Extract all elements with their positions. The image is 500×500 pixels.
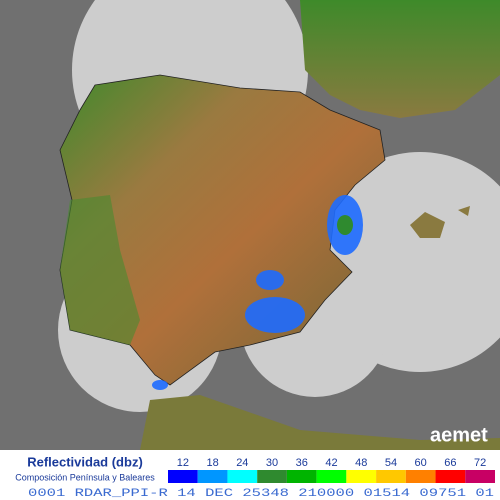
echo — [245, 297, 305, 333]
legend-swatch — [346, 470, 377, 483]
map: aemet — [0, 0, 500, 450]
echo — [337, 215, 353, 235]
legend-value: 36 — [296, 457, 308, 469]
portugal — [60, 195, 140, 345]
logo-text: aemet — [430, 424, 488, 446]
legend-value: 60 — [415, 457, 427, 469]
legend-swatch — [435, 470, 466, 483]
footer: 0001 RDAR_PPI-R 14 DEC 25348 210000 0151… — [28, 488, 495, 500]
legend-value: 42 — [325, 457, 337, 469]
legend-value: 72 — [474, 457, 486, 469]
legend-swatch — [168, 470, 198, 483]
legend-swatch — [227, 470, 258, 483]
legend-swatch — [257, 470, 287, 483]
africa — [140, 395, 500, 450]
legend-value: 12 — [177, 457, 189, 469]
balearics — [410, 212, 445, 238]
legend-swatch — [405, 470, 436, 483]
france — [300, 0, 500, 118]
legend-swatch — [197, 470, 228, 483]
legend-value: 24 — [236, 457, 248, 469]
legend-value: 48 — [355, 457, 367, 469]
legend-value: 54 — [385, 457, 397, 469]
legend-swatch — [465, 470, 495, 483]
legend-title: Reflectividad (dbz) — [27, 454, 143, 469]
legend-swatch — [316, 470, 347, 483]
legend-swatch — [286, 470, 317, 483]
balearics — [458, 206, 470, 216]
legend-value: 30 — [266, 457, 278, 469]
echo — [152, 380, 168, 390]
legend-swatch — [376, 470, 406, 483]
logo: aemet — [430, 424, 488, 446]
echo — [256, 270, 284, 290]
legend-subtitle: Composición Península y Baleares — [15, 472, 155, 482]
legend-value: 18 — [206, 457, 218, 469]
legend-value: 66 — [444, 457, 456, 469]
